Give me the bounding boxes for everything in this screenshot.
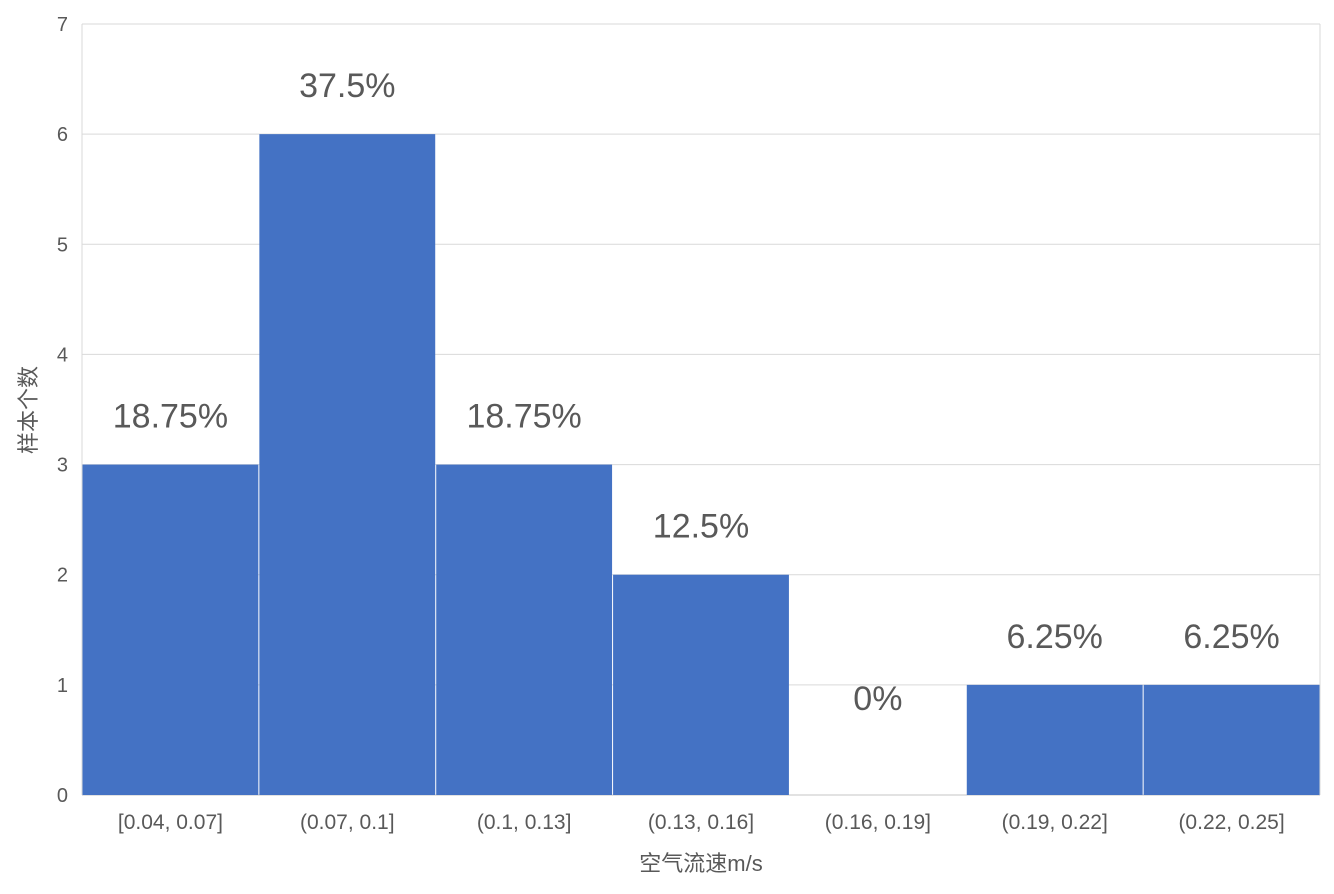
y-tick-label: 3: [57, 455, 68, 477]
bar: [1143, 684, 1320, 795]
bar: [259, 134, 436, 796]
data-label: 6.25%: [1007, 618, 1103, 656]
y-tick-label: 0: [57, 785, 68, 807]
data-label: 6.25%: [1183, 618, 1279, 656]
bar: [966, 684, 1143, 795]
data-label: 18.75%: [466, 398, 581, 436]
y-tick-label: 5: [57, 234, 68, 256]
x-tick-label: (0.07, 0.1]: [300, 811, 395, 834]
data-label: 12.5%: [653, 508, 749, 546]
y-tick-label: 2: [57, 565, 68, 587]
data-label: 18.75%: [113, 398, 228, 436]
x-tick-label: (0.1, 0.13]: [477, 811, 572, 834]
x-tick-label: (0.16, 0.19]: [825, 811, 931, 834]
y-tick-label: 1: [57, 675, 68, 697]
bar: [82, 464, 259, 795]
data-label: 0%: [853, 680, 902, 718]
bar: [436, 464, 613, 795]
y-tick-label: 7: [57, 14, 68, 36]
x-tick-label: (0.19, 0.22]: [1002, 811, 1108, 834]
x-tick-label: (0.22, 0.25]: [1178, 811, 1284, 834]
data-label: 37.5%: [299, 67, 395, 105]
y-tick-label: 6: [57, 124, 68, 146]
y-tick-label: 4: [57, 344, 68, 366]
y-axis-label: 样本个数: [16, 366, 41, 454]
x-tick-label: [0.04, 0.07]: [118, 811, 223, 834]
x-tick-label: (0.13, 0.16]: [648, 811, 754, 834]
x-axis-label: 空气流速m/s: [639, 851, 762, 876]
bar: [613, 574, 789, 795]
